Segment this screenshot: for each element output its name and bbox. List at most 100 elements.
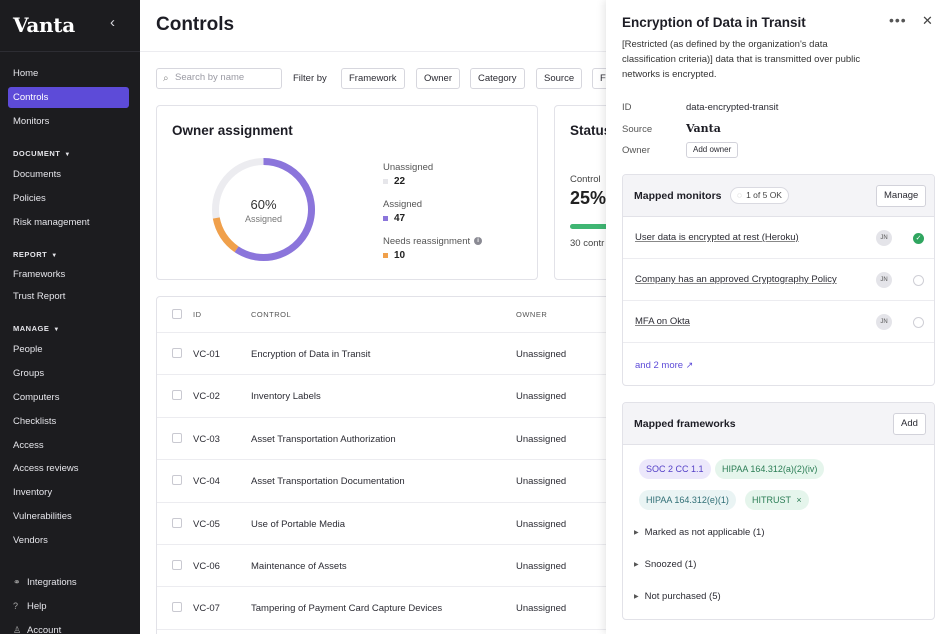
monitor-row[interactable]: User data is encrypted at rest (Heroku) …	[623, 217, 934, 259]
sidebar-divider	[0, 51, 140, 52]
framework-tag[interactable]: HIPAA 164.312(a)(2)(iv)	[715, 459, 825, 479]
sidebar-item-trust-report[interactable]: Trust Report	[13, 291, 66, 302]
account-icon: ♙	[13, 625, 22, 634]
filter-owner-button[interactable]: Owner	[416, 68, 460, 89]
sidebar-item-vulnerabilities[interactable]: Vulnerabilities	[13, 511, 72, 522]
caret-down-icon: ▼	[51, 253, 58, 259]
avatar: JN	[876, 272, 892, 288]
sidebar-section-manage[interactable]: MANAGE ▼	[13, 324, 60, 333]
search-box[interactable]: ⌕	[156, 68, 282, 89]
sidebar-item-people[interactable]: People	[13, 344, 43, 355]
row-checkbox[interactable]	[172, 348, 182, 358]
sidebar-item-documents[interactable]: Documents	[13, 169, 62, 180]
sidebar-item-computers[interactable]: Computers	[13, 392, 60, 403]
collapsible-not-applicable[interactable]: ▶ Marked as not applicable (1)	[634, 527, 765, 538]
column-header-owner[interactable]: OWNER	[516, 310, 548, 319]
sidebar-item-access-reviews[interactable]: Access reviews	[13, 463, 79, 474]
show-more-monitors-link[interactable]: and 2 more ↗	[635, 360, 693, 371]
select-all-checkbox[interactable]	[172, 309, 182, 319]
id-label: ID	[622, 102, 632, 113]
collapsible-snoozed[interactable]: ▶ Snoozed (1)	[634, 559, 696, 570]
monitor-link[interactable]: User data is encrypted at rest (Heroku)	[635, 232, 799, 243]
row-control[interactable]: Inventory Labels	[251, 391, 321, 403]
sidebar-section-document[interactable]: DOCUMENT ▼	[13, 149, 71, 158]
status-card: Status Control 25% 30 contr	[554, 105, 606, 280]
monitor-row[interactable]: Company has an approved Cryptography Pol…	[623, 259, 934, 301]
legend-assigned-label: Assigned	[383, 199, 423, 210]
monitor-link[interactable]: MFA on Okta	[635, 316, 690, 327]
collapsible-label: Not purchased (5)	[644, 591, 721, 602]
sidebar-item-controls[interactable]: Controls	[8, 87, 129, 108]
filter-more-button[interactable]: Fr	[592, 68, 606, 89]
legend-swatch	[383, 178, 388, 184]
sidebar-item-policies[interactable]: Policies	[13, 193, 46, 204]
sidebar-section-report[interactable]: REPORT ▼	[13, 250, 58, 259]
mapped-monitors-section: Mapped monitors ◌ 1 of 5 OK Manage User d…	[622, 174, 935, 386]
integrations-icon: ⚭	[13, 577, 21, 587]
sidebar-item-home[interactable]: Home	[13, 68, 39, 79]
filter-source-button[interactable]: Source	[536, 68, 583, 89]
legend-assigned-value: 47	[383, 213, 405, 224]
control-description: [Restricted (as defined by the organizat…	[622, 39, 861, 80]
column-header-control[interactable]: CONTROL	[251, 310, 292, 319]
row-id: VC-05	[193, 518, 220, 530]
add-owner-button[interactable]: Add owner	[686, 142, 739, 158]
row-control[interactable]: Encryption of Data in Transit	[251, 349, 371, 360]
sidebar-item-frameworks[interactable]: Frameworks	[13, 269, 66, 280]
row-checkbox[interactable]	[172, 390, 182, 401]
sidebar-item-checklists[interactable]: Checklists	[13, 416, 57, 427]
close-icon[interactable]: ✕	[922, 13, 933, 28]
chevron-left-icon[interactable]: ‹	[110, 14, 115, 31]
sidebar-item-groups[interactable]: Groups	[13, 368, 45, 379]
more-options-icon[interactable]: •••	[889, 12, 907, 28]
collapsible-not-purchased[interactable]: ▶ Not purchased (5)	[634, 591, 721, 602]
caret-down-icon: ▼	[64, 152, 71, 158]
row-control[interactable]: Asset Transportation Authorization	[251, 433, 396, 445]
info-icon[interactable]: i	[474, 237, 483, 246]
caret-right-icon: ▶	[634, 561, 639, 568]
control-detail-panel: Encryption of Data in Transit ••• ✕ [Res…	[606, 0, 949, 634]
sidebar-item-account[interactable]: ♙ Account	[8, 620, 129, 634]
monitor-row[interactable]: MFA on Okta JN	[623, 301, 934, 343]
row-checkbox[interactable]	[172, 432, 182, 443]
remove-icon[interactable]: ×	[796, 495, 802, 505]
sidebar-item-integrations[interactable]: ⚭ Integrations	[8, 572, 129, 593]
row-owner: Unassigned	[516, 603, 567, 615]
row-checkbox[interactable]	[172, 602, 182, 613]
row-divider	[157, 416, 606, 418]
filter-framework-button[interactable]: Framework	[341, 68, 405, 89]
section-label: DOCUMENT	[13, 149, 61, 158]
source-value: Vanta	[686, 122, 721, 135]
row-divider	[157, 628, 606, 630]
row-checkbox[interactable]	[172, 475, 182, 486]
status-progress-fill	[570, 224, 606, 229]
manage-button[interactable]: Manage	[876, 185, 927, 207]
row-control[interactable]: Use of Portable Media	[251, 518, 345, 530]
card-title: Status	[570, 123, 606, 138]
row-checkbox[interactable]	[172, 517, 182, 528]
donut-arc-assigned	[234, 158, 315, 261]
sidebar-item-monitors[interactable]: Monitors	[13, 116, 50, 127]
row-control[interactable]: Maintenance of Assets	[251, 561, 347, 572]
row-control[interactable]: Tampering of Payment Card Capture Device…	[251, 603, 443, 615]
framework-tag[interactable]: HIPAA 164.312(e)(1)	[639, 490, 736, 510]
framework-tag[interactable]: SOC 2 CC 1.1	[639, 459, 711, 479]
row-id: VC-03	[193, 433, 220, 445]
monitor-link[interactable]: Company has an approved Cryptography Pol…	[635, 274, 837, 285]
owner-label: Owner	[622, 145, 650, 156]
row-checkbox[interactable]	[172, 560, 182, 570]
sidebar-item-access[interactable]: Access	[13, 440, 44, 451]
sidebar-item-vendors[interactable]: Vendors	[13, 535, 48, 546]
status-count-text: 30 contr	[570, 238, 605, 249]
sidebar-item-risk-management[interactable]: Risk management	[13, 217, 90, 228]
status-text: 1 of 5 OK	[746, 190, 782, 200]
search-input[interactable]	[175, 72, 275, 83]
add-framework-button[interactable]: Add	[893, 413, 926, 435]
filter-category-button[interactable]: Category	[470, 68, 525, 89]
sidebar-item-inventory[interactable]: Inventory	[13, 487, 53, 498]
column-header-id[interactable]: ID	[193, 310, 202, 319]
framework-tag-hitrust[interactable]: HITRUST ×	[745, 490, 809, 510]
row-control[interactable]: Asset Transportation Documentation	[251, 476, 405, 488]
vanta-logo[interactable]: Vanta	[13, 13, 75, 37]
sidebar-item-help[interactable]: ? Help	[8, 596, 129, 617]
